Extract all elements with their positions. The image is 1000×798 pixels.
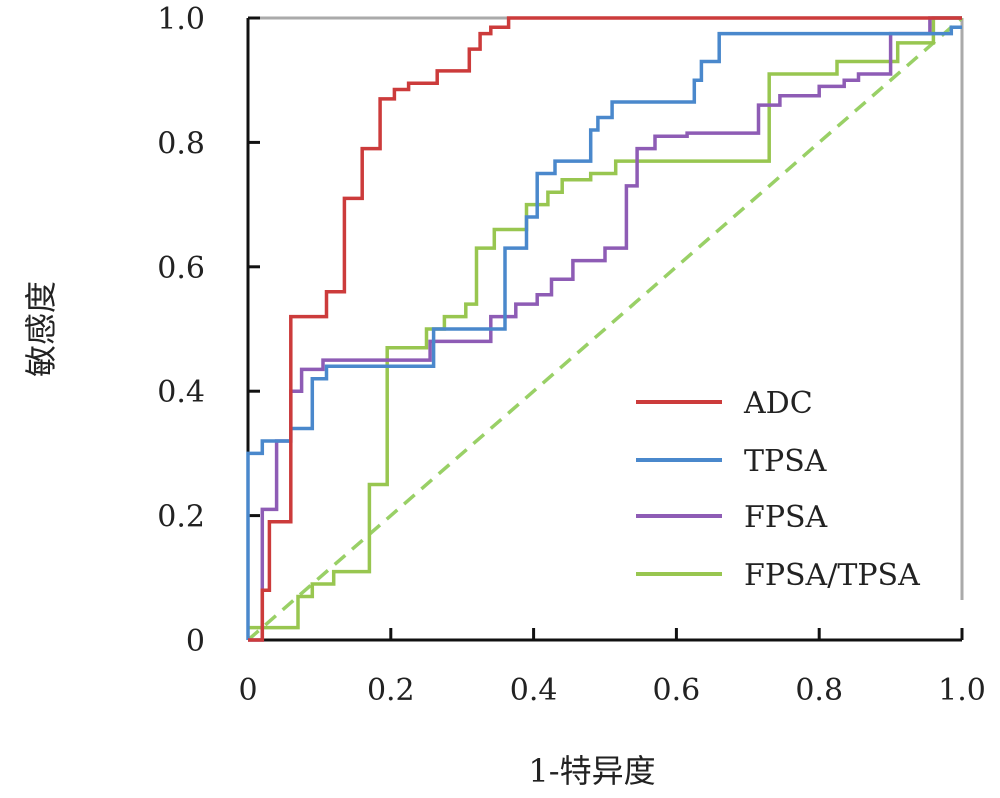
y-tick-label: 0.8 <box>157 126 205 161</box>
series-line-tpsa <box>246 25 962 640</box>
y-tick-label: 1.0 <box>157 2 205 37</box>
x-tick-label: 0.2 <box>367 673 415 708</box>
reference-line <box>246 16 964 642</box>
legend-label: TPSA <box>744 444 827 479</box>
reference-diagonal <box>246 16 964 642</box>
series-line-adc <box>248 16 962 642</box>
tick-labels: 0 0.2 0.4 0.6 0.8 1.0 0 0.2 0.4 0.6 0.8 1.0 <box>157 2 986 708</box>
y-tick-label: 0 <box>186 624 205 659</box>
series-layer <box>246 16 962 642</box>
x-tick-label: 0.8 <box>795 673 843 708</box>
legend-label: ADC <box>743 386 813 421</box>
series-line-fpsa-tpsa <box>248 16 962 630</box>
x-tick-label: 0.6 <box>653 673 701 708</box>
x-axis-label: 1-特异度 <box>528 752 655 790</box>
legend-label: FPSA <box>744 500 828 535</box>
y-tick-label: 0.4 <box>157 375 205 410</box>
y-tick-label: 0.6 <box>157 251 205 286</box>
y-axis-label: 敏感度 <box>22 281 60 377</box>
x-tick-label: 0 <box>238 673 257 708</box>
legend: ADC TPSA FPSA FPSA/TPSA <box>636 386 920 593</box>
series-line-fpsa <box>248 16 962 642</box>
x-tick-label: 0.4 <box>510 673 558 708</box>
legend-label: FPSA/TPSA <box>744 558 920 593</box>
x-tick-label: 1.0 <box>938 673 986 708</box>
y-tick-label: 0.2 <box>157 500 205 535</box>
